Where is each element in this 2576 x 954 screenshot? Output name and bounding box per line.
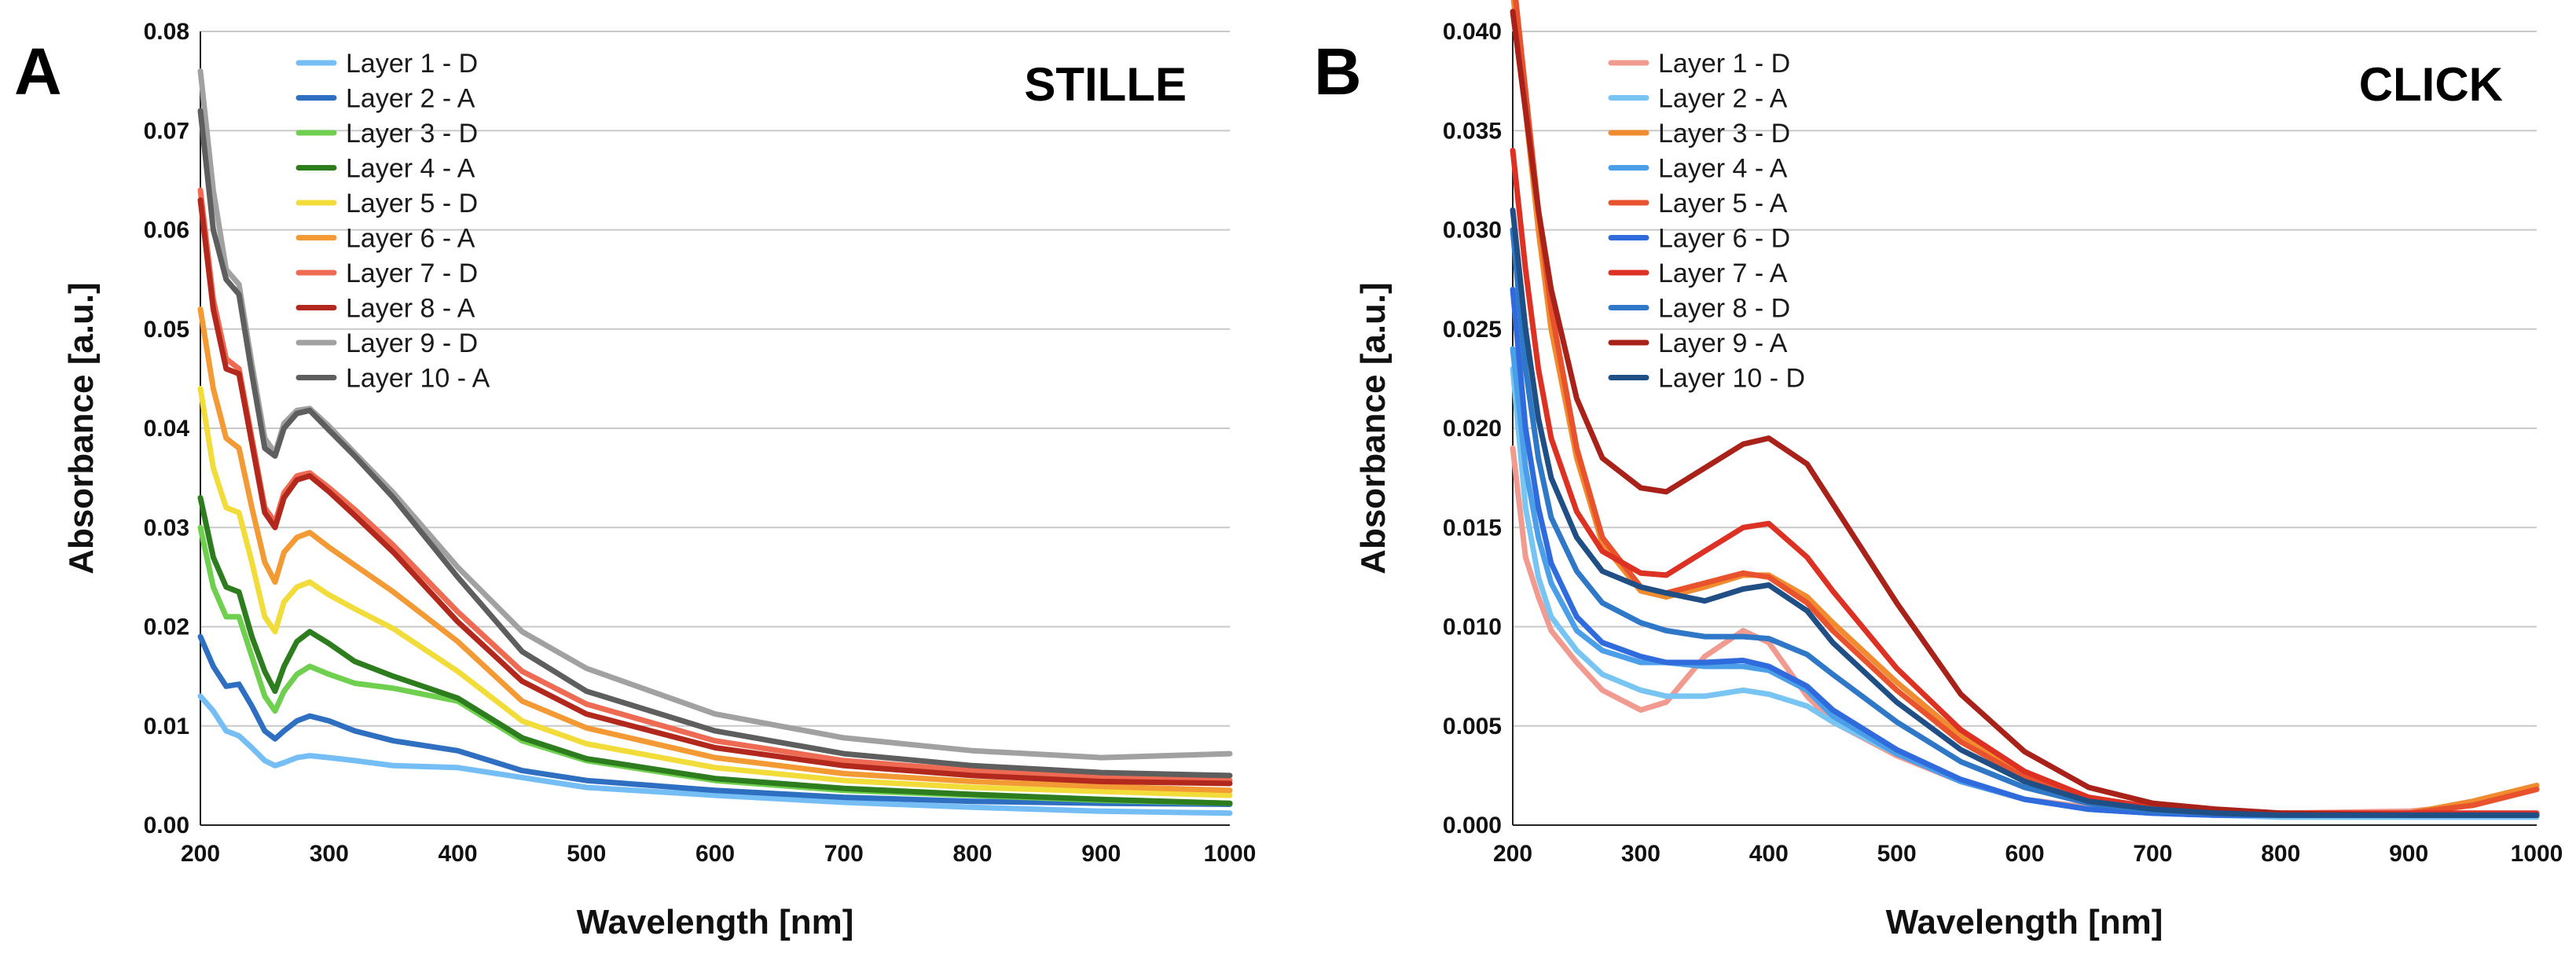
series-line-4 — [1510, 346, 2540, 818]
panel-a-x-tick-labels: 200 300 400 500 600 700 800 900 1000 — [181, 841, 1256, 867]
legend-label: Layer 4 - A — [1658, 154, 1788, 184]
panel-a-x-axis-title: Wavelength [nm] — [577, 903, 854, 941]
y-tick-label: 0.01 — [144, 714, 189, 739]
x-tick-label: 500 — [1877, 841, 1917, 867]
panel-b-y-axis-title: Absorbance [a.u.] — [1354, 282, 1393, 574]
panel-b-series-lines — [1510, 0, 2540, 820]
series-line-4 — [197, 494, 1233, 806]
y-tick-label: 0.03 — [144, 515, 189, 541]
y-tick-label: 0.015 — [1443, 515, 1502, 541]
x-tick-label: 300 — [1621, 841, 1660, 867]
legend-label: Layer 2 - A — [346, 84, 475, 114]
legend-label: Layer 7 - A — [1658, 259, 1788, 288]
legend-label: Layer 7 - D — [346, 259, 478, 288]
series-line-10 — [197, 108, 1233, 779]
x-tick-label: 400 — [1749, 841, 1789, 867]
x-tick-label: 200 — [181, 841, 220, 867]
legend-label: Layer 5 - D — [346, 189, 478, 218]
y-tick-label: 0.005 — [1443, 714, 1502, 739]
x-tick-label: 400 — [438, 841, 477, 867]
x-tick-label: 700 — [824, 841, 864, 867]
series-line-5 — [197, 386, 1233, 798]
panel-b-title: CLICK — [2359, 58, 2503, 111]
series-line-8 — [197, 197, 1233, 787]
y-tick-label: 0.02 — [144, 615, 189, 640]
legend-label: Layer 3 - D — [1658, 119, 1790, 149]
panel-a-y-tick-labels: 0.00 0.01 0.02 0.03 0.04 0.05 0.06 0.07 0.08 — [144, 19, 190, 838]
legend-label: Layer 9 - A — [1658, 328, 1788, 358]
x-tick-label: 600 — [695, 841, 735, 867]
panel-b-letter: B — [1314, 35, 1362, 108]
panel-b-gridlines — [1513, 31, 2537, 727]
y-tick-label: 0.04 — [144, 416, 190, 442]
panel-b-legend: Layer 1 - D Layer 2 - A Layer 3 - D Layer 4… — [1608, 49, 1805, 394]
legend-label: Layer 3 - D — [346, 119, 478, 149]
x-tick-label: 600 — [2005, 841, 2044, 867]
y-tick-label: 0.020 — [1443, 416, 1502, 442]
x-tick-label: 700 — [2133, 841, 2172, 867]
x-tick-label: 900 — [1081, 841, 1121, 867]
legend-label: Layer 9 - D — [346, 328, 478, 358]
x-tick-label: 900 — [2389, 841, 2428, 867]
legend-label: Layer 10 - A — [346, 364, 490, 394]
panel-b-click: 200 300 400 500 600 700 800 900 1000 0.0000.0050… — [1314, 0, 2563, 941]
legend-label: Layer 6 - D — [1658, 224, 1790, 254]
panel-a-series-lines — [197, 68, 1233, 816]
x-tick-label: 800 — [2261, 841, 2300, 867]
series-line-6 — [197, 306, 1233, 794]
y-tick-label: 0.040 — [1443, 19, 1502, 45]
y-tick-label: 0.030 — [1443, 218, 1502, 244]
y-tick-label: 0.08 — [144, 19, 189, 45]
legend-label: Layer 4 - A — [346, 154, 475, 184]
panel-a-title: STILLE — [1024, 58, 1187, 111]
legend-label: Layer 8 - A — [346, 294, 475, 324]
x-tick-label: 200 — [1493, 841, 1532, 867]
series-line-10 — [1510, 207, 2540, 818]
legend-label: Layer 10 - D — [1658, 364, 1805, 394]
y-tick-label: 0.06 — [144, 218, 189, 244]
legend-label: Layer 5 - A — [1658, 189, 1788, 218]
legend-label: Layer 2 - A — [1658, 84, 1788, 114]
series-line-1 — [197, 693, 1233, 816]
panel-a-y-axis-title: Absorbance [a.u.] — [62, 282, 101, 574]
x-tick-label: 800 — [952, 841, 992, 867]
x-tick-label: 1000 — [2511, 841, 2563, 867]
panel-a-axes — [200, 31, 1230, 826]
legend-label: Layer 8 - D — [1658, 294, 1790, 324]
legend-label: Layer 1 - D — [346, 49, 478, 79]
x-tick-label: 300 — [310, 841, 349, 867]
panel-a-stille: 200 300 400 500 600 700 800 900 1000 0.000.010.0… — [14, 19, 1256, 941]
y-tick-label: 0.00 — [144, 813, 189, 838]
y-tick-label: 0.010 — [1443, 615, 1502, 640]
series-line-2 — [197, 633, 1233, 807]
x-tick-label: 1000 — [1204, 841, 1257, 867]
panel-b-y-tick-labels: 0.000 0.005 0.010 0.015 0.020 0.025 0.030 0.035… — [1443, 19, 1502, 838]
y-tick-label: 0.000 — [1443, 813, 1502, 838]
panel-a-letter: A — [14, 35, 62, 108]
legend-label: Layer 1 - D — [1658, 49, 1790, 79]
y-tick-label: 0.07 — [144, 118, 189, 144]
series-line-9 — [1510, 9, 2540, 818]
panel-a-legend: Layer 1 - D Layer 2 - A Layer 3 - D Layer 4… — [295, 49, 490, 394]
legend-label: Layer 6 - A — [346, 224, 475, 254]
y-tick-label: 0.025 — [1443, 317, 1502, 343]
x-tick-label: 500 — [567, 841, 606, 867]
panel-b-x-axis-title: Wavelength [nm] — [1886, 903, 2163, 941]
panel-b-x-tick-labels: 200 300 400 500 600 700 800 900 1000 — [1493, 841, 2563, 867]
y-tick-label: 0.035 — [1443, 118, 1502, 144]
y-tick-label: 0.05 — [144, 317, 189, 343]
